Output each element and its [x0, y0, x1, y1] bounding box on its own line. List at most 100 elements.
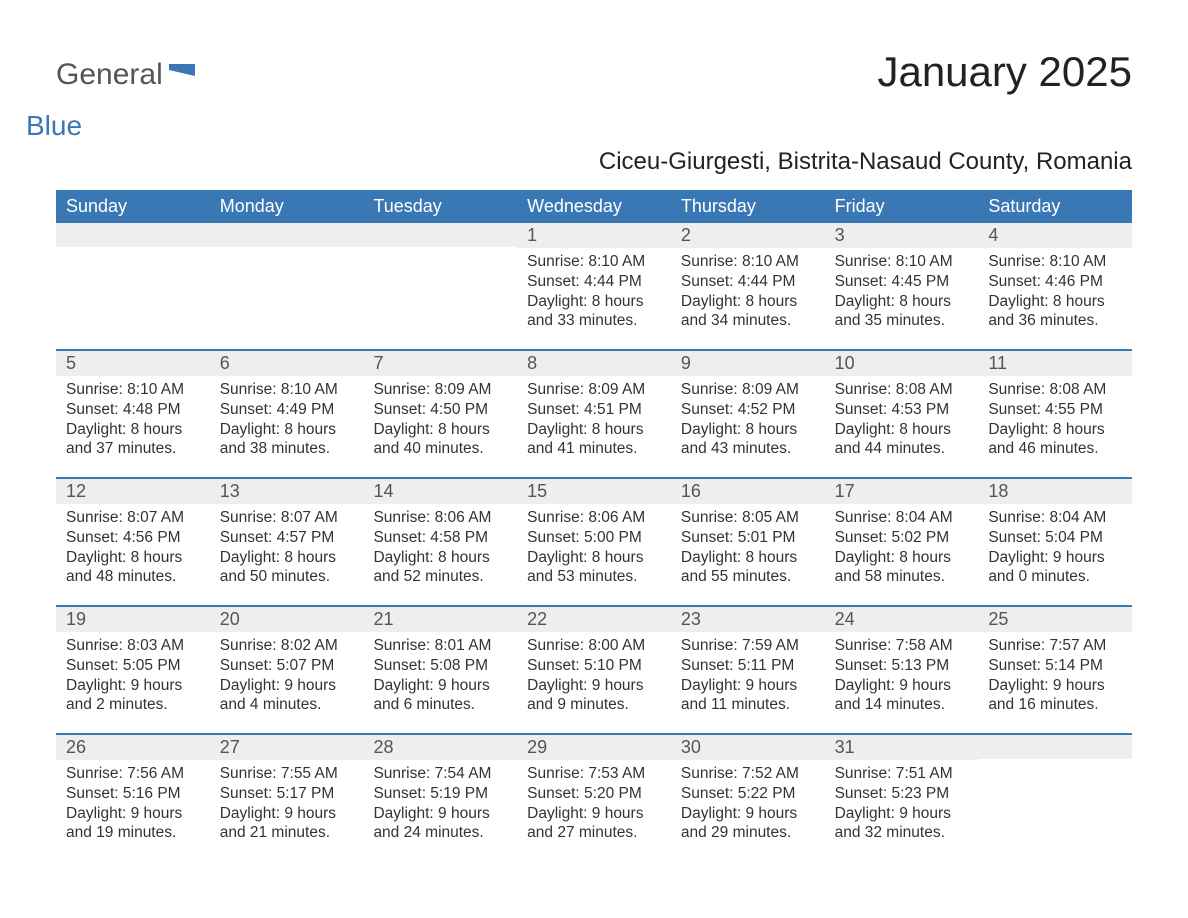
week-row: 5Sunrise: 8:10 AMSunset: 4:48 PMDaylight…: [56, 349, 1132, 477]
sunrise-text: Sunrise: 8:04 AM: [835, 508, 969, 528]
cell-body: Sunrise: 8:10 AMSunset: 4:45 PMDaylight:…: [825, 248, 979, 331]
sunrise-text: Sunrise: 8:03 AM: [66, 636, 200, 656]
sunrise-text: Sunrise: 8:08 AM: [835, 380, 969, 400]
cell-body: Sunrise: 7:51 AMSunset: 5:23 PMDaylight:…: [825, 760, 979, 843]
daylight-text: Daylight: 8 hours and 48 minutes.: [66, 548, 200, 588]
day-number: 8: [517, 351, 671, 376]
sunset-text: Sunset: 5:11 PM: [681, 656, 815, 676]
calendar-cell: [56, 223, 210, 349]
daylight-text: Daylight: 9 hours and 4 minutes.: [220, 676, 354, 716]
daylight-text: Daylight: 9 hours and 2 minutes.: [66, 676, 200, 716]
calendar: SundayMondayTuesdayWednesdayThursdayFrid…: [56, 190, 1132, 861]
sunset-text: Sunset: 5:13 PM: [835, 656, 969, 676]
calendar-cell: 30Sunrise: 7:52 AMSunset: 5:22 PMDayligh…: [671, 735, 825, 861]
sunrise-text: Sunrise: 7:57 AM: [988, 636, 1122, 656]
cell-body: Sunrise: 7:53 AMSunset: 5:20 PMDaylight:…: [517, 760, 671, 843]
daylight-text: Daylight: 9 hours and 32 minutes.: [835, 804, 969, 844]
sunset-text: Sunset: 5:17 PM: [220, 784, 354, 804]
day-number: 14: [363, 479, 517, 504]
cell-body: Sunrise: 8:10 AMSunset: 4:48 PMDaylight:…: [56, 376, 210, 459]
cell-body: Sunrise: 8:01 AMSunset: 5:08 PMDaylight:…: [363, 632, 517, 715]
sunrise-text: Sunrise: 7:52 AM: [681, 764, 815, 784]
calendar-cell: 1Sunrise: 8:10 AMSunset: 4:44 PMDaylight…: [517, 223, 671, 349]
logo: General Blue: [56, 48, 195, 142]
week-row: 12Sunrise: 8:07 AMSunset: 4:56 PMDayligh…: [56, 477, 1132, 605]
day-number: 10: [825, 351, 979, 376]
cell-body: Sunrise: 8:10 AMSunset: 4:44 PMDaylight:…: [671, 248, 825, 331]
daylight-text: Daylight: 9 hours and 6 minutes.: [373, 676, 507, 716]
location-subtitle: Ciceu-Giurgesti, Bistrita-Nasaud County,…: [56, 148, 1132, 176]
calendar-cell: 20Sunrise: 8:02 AMSunset: 5:07 PMDayligh…: [210, 607, 364, 733]
daylight-text: Daylight: 9 hours and 16 minutes.: [988, 676, 1122, 716]
sunrise-text: Sunrise: 8:00 AM: [527, 636, 661, 656]
cell-body: Sunrise: 8:08 AMSunset: 4:53 PMDaylight:…: [825, 376, 979, 459]
calendar-cell: [363, 223, 517, 349]
sunset-text: Sunset: 5:08 PM: [373, 656, 507, 676]
daylight-text: Daylight: 9 hours and 0 minutes.: [988, 548, 1122, 588]
sunrise-text: Sunrise: 8:06 AM: [527, 508, 661, 528]
cell-body: Sunrise: 7:56 AMSunset: 5:16 PMDaylight:…: [56, 760, 210, 843]
sunrise-text: Sunrise: 7:58 AM: [835, 636, 969, 656]
daylight-text: Daylight: 8 hours and 37 minutes.: [66, 420, 200, 460]
sunset-text: Sunset: 4:45 PM: [835, 272, 969, 292]
sunset-text: Sunset: 5:22 PM: [681, 784, 815, 804]
calendar-cell: 5Sunrise: 8:10 AMSunset: 4:48 PMDaylight…: [56, 351, 210, 477]
header-row: General Blue January 2025: [56, 48, 1132, 142]
calendar-cell: 10Sunrise: 8:08 AMSunset: 4:53 PMDayligh…: [825, 351, 979, 477]
sunset-text: Sunset: 4:57 PM: [220, 528, 354, 548]
cell-body: Sunrise: 8:09 AMSunset: 4:50 PMDaylight:…: [363, 376, 517, 459]
cell-body: Sunrise: 8:03 AMSunset: 5:05 PMDaylight:…: [56, 632, 210, 715]
sunrise-text: Sunrise: 7:55 AM: [220, 764, 354, 784]
cell-body: Sunrise: 8:10 AMSunset: 4:49 PMDaylight:…: [210, 376, 364, 459]
daylight-text: Daylight: 9 hours and 11 minutes.: [681, 676, 815, 716]
dayheader: Friday: [825, 190, 979, 223]
sunrise-text: Sunrise: 8:07 AM: [220, 508, 354, 528]
calendar-cell: [210, 223, 364, 349]
sunset-text: Sunset: 5:04 PM: [988, 528, 1122, 548]
day-number: [56, 223, 210, 247]
weeks-container: 1Sunrise: 8:10 AMSunset: 4:44 PMDaylight…: [56, 223, 1132, 861]
dayheader: Thursday: [671, 190, 825, 223]
day-number: 16: [671, 479, 825, 504]
daylight-text: Daylight: 8 hours and 36 minutes.: [988, 292, 1122, 332]
calendar-cell: 29Sunrise: 7:53 AMSunset: 5:20 PMDayligh…: [517, 735, 671, 861]
sunset-text: Sunset: 4:53 PM: [835, 400, 969, 420]
dayheader: Wednesday: [517, 190, 671, 223]
day-number: 19: [56, 607, 210, 632]
day-number: 21: [363, 607, 517, 632]
sunrise-text: Sunrise: 8:10 AM: [527, 252, 661, 272]
sunset-text: Sunset: 4:51 PM: [527, 400, 661, 420]
dayheader-row: SundayMondayTuesdayWednesdayThursdayFrid…: [56, 190, 1132, 223]
page-title: January 2025: [877, 48, 1132, 96]
cell-body: Sunrise: 8:10 AMSunset: 4:46 PMDaylight:…: [978, 248, 1132, 331]
daylight-text: Daylight: 8 hours and 44 minutes.: [835, 420, 969, 460]
cell-body: Sunrise: 8:09 AMSunset: 4:51 PMDaylight:…: [517, 376, 671, 459]
day-number: 24: [825, 607, 979, 632]
logo-text-general: General: [56, 58, 163, 91]
daylight-text: Daylight: 8 hours and 53 minutes.: [527, 548, 661, 588]
sunset-text: Sunset: 5:07 PM: [220, 656, 354, 676]
sunset-text: Sunset: 4:58 PM: [373, 528, 507, 548]
calendar-cell: 9Sunrise: 8:09 AMSunset: 4:52 PMDaylight…: [671, 351, 825, 477]
sunset-text: Sunset: 5:19 PM: [373, 784, 507, 804]
calendar-cell: 23Sunrise: 7:59 AMSunset: 5:11 PMDayligh…: [671, 607, 825, 733]
daylight-text: Daylight: 8 hours and 35 minutes.: [835, 292, 969, 332]
cell-body: Sunrise: 8:06 AMSunset: 4:58 PMDaylight:…: [363, 504, 517, 587]
daylight-text: Daylight: 8 hours and 40 minutes.: [373, 420, 507, 460]
daylight-text: Daylight: 8 hours and 34 minutes.: [681, 292, 815, 332]
cell-body: Sunrise: 7:52 AMSunset: 5:22 PMDaylight:…: [671, 760, 825, 843]
daylight-text: Daylight: 9 hours and 9 minutes.: [527, 676, 661, 716]
week-row: 26Sunrise: 7:56 AMSunset: 5:16 PMDayligh…: [56, 733, 1132, 861]
logo-text-blue: Blue: [26, 110, 195, 142]
cell-body: Sunrise: 8:05 AMSunset: 5:01 PMDaylight:…: [671, 504, 825, 587]
cell-body: Sunrise: 8:02 AMSunset: 5:07 PMDaylight:…: [210, 632, 364, 715]
sunrise-text: Sunrise: 7:56 AM: [66, 764, 200, 784]
calendar-cell: 16Sunrise: 8:05 AMSunset: 5:01 PMDayligh…: [671, 479, 825, 605]
daylight-text: Daylight: 8 hours and 52 minutes.: [373, 548, 507, 588]
sunset-text: Sunset: 4:48 PM: [66, 400, 200, 420]
sunset-text: Sunset: 4:44 PM: [681, 272, 815, 292]
day-number: 18: [978, 479, 1132, 504]
day-number: 15: [517, 479, 671, 504]
calendar-cell: 27Sunrise: 7:55 AMSunset: 5:17 PMDayligh…: [210, 735, 364, 861]
daylight-text: Daylight: 9 hours and 29 minutes.: [681, 804, 815, 844]
